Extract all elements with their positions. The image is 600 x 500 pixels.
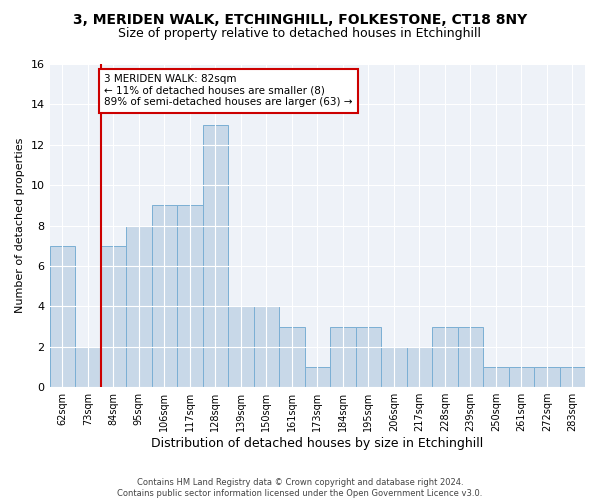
Bar [75,346,101,387]
Bar [483,367,509,387]
Bar [228,306,254,387]
Bar [330,326,356,387]
X-axis label: Distribution of detached houses by size in Etchinghill: Distribution of detached houses by size … [151,437,484,450]
Bar [305,367,330,387]
Bar [152,206,177,387]
Bar [534,367,560,387]
Bar [407,346,432,387]
Text: 3, MERIDEN WALK, ETCHINGHILL, FOLKESTONE, CT18 8NY: 3, MERIDEN WALK, ETCHINGHILL, FOLKESTONE… [73,12,527,26]
Text: Contains HM Land Registry data © Crown copyright and database right 2024.
Contai: Contains HM Land Registry data © Crown c… [118,478,482,498]
Bar [203,124,228,387]
Bar [101,246,126,387]
Bar [560,367,585,387]
Bar [177,206,203,387]
Bar [432,326,458,387]
Bar [50,246,75,387]
Bar [254,306,279,387]
Bar [356,326,381,387]
Text: Size of property relative to detached houses in Etchinghill: Size of property relative to detached ho… [119,28,482,40]
Text: 3 MERIDEN WALK: 82sqm
← 11% of detached houses are smaller (8)
89% of semi-detac: 3 MERIDEN WALK: 82sqm ← 11% of detached … [104,74,353,108]
Bar [381,346,407,387]
Bar [126,226,152,387]
Bar [279,326,305,387]
Y-axis label: Number of detached properties: Number of detached properties [15,138,25,313]
Bar [458,326,483,387]
Bar [509,367,534,387]
